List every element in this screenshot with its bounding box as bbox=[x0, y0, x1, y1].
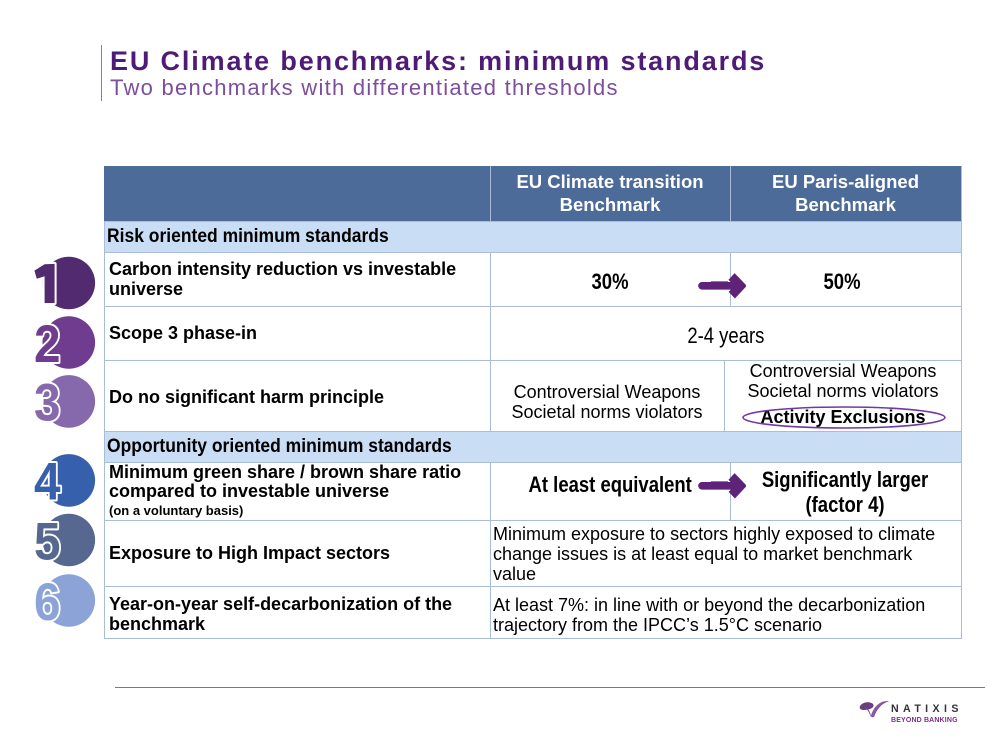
svg-text:4: 4 bbox=[34, 451, 61, 511]
svg-text:6: 6 bbox=[34, 571, 61, 631]
svg-text:2: 2 bbox=[34, 313, 61, 373]
svg-text:5: 5 bbox=[34, 511, 61, 571]
svg-text:3: 3 bbox=[34, 372, 61, 432]
